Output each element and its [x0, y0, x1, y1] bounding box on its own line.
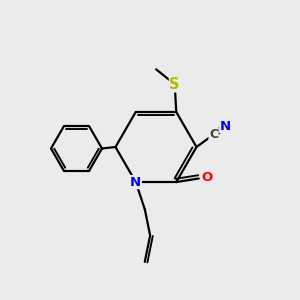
Text: N: N — [220, 119, 231, 133]
Text: O: O — [202, 171, 213, 184]
Text: S: S — [169, 77, 180, 92]
Text: C: C — [209, 128, 218, 141]
Text: N: N — [130, 176, 141, 189]
